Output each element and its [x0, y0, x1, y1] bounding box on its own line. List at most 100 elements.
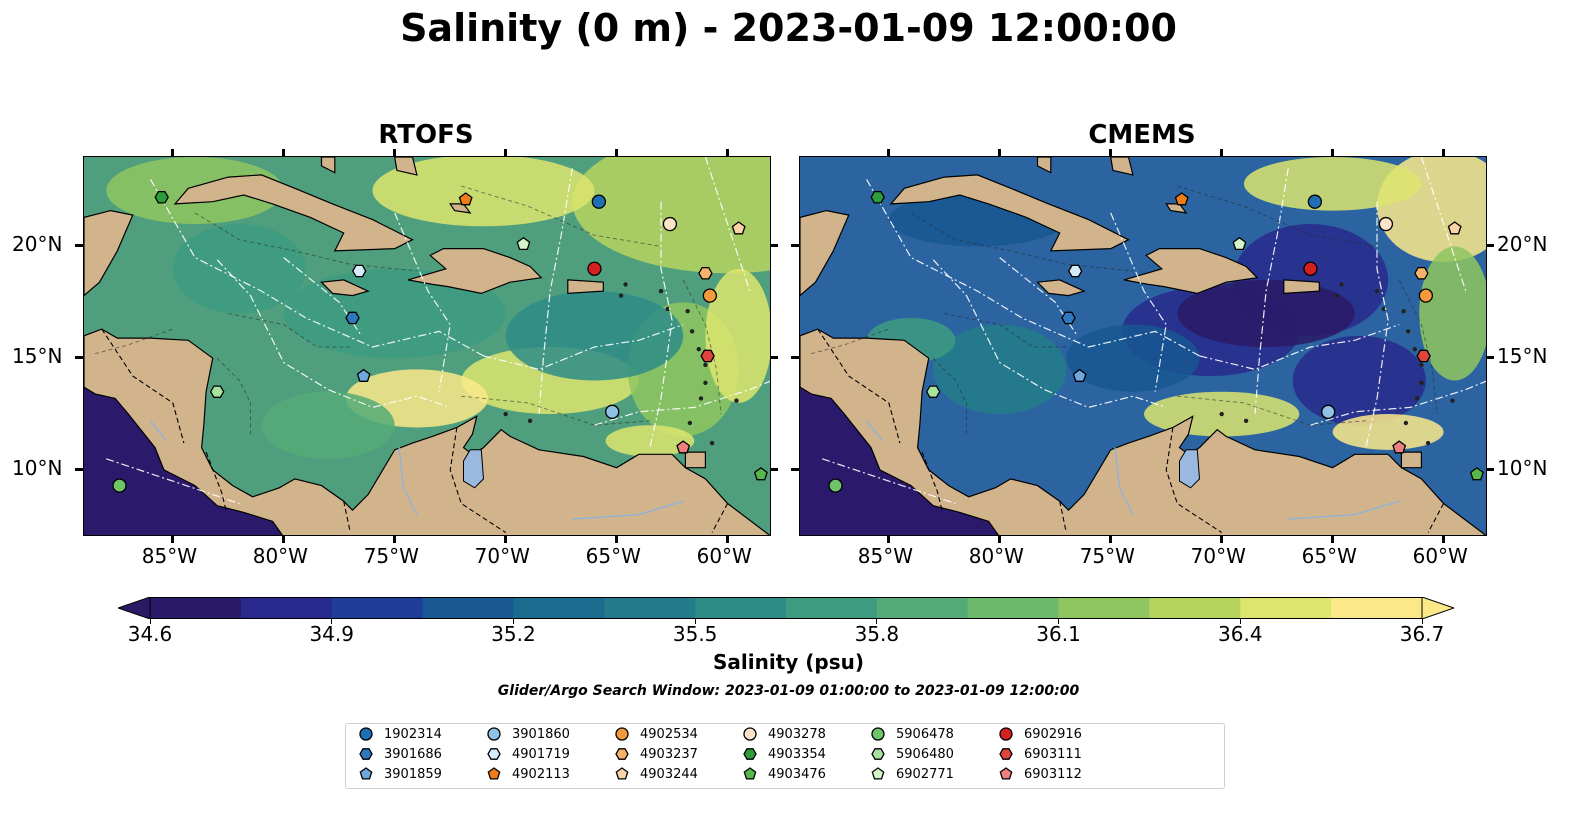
float-marker-4903354	[154, 190, 169, 204]
legend-marker-4902534	[615, 727, 629, 741]
float-marker-3901686	[1061, 311, 1076, 325]
y-tick-mark-left	[791, 467, 799, 471]
legend-marker-hexagon-icon	[359, 748, 373, 760]
legend-marker-4903237	[615, 748, 629, 760]
legend-item: 6902771	[870, 766, 954, 782]
x-tick-mark	[886, 535, 890, 543]
colorbar-segment	[513, 597, 605, 619]
colorbar-segment	[1331, 597, 1423, 619]
colorbar-segment	[876, 597, 969, 619]
legend-item: 4902534	[614, 726, 698, 742]
float-marker-4903237	[1414, 266, 1429, 280]
colorbar-tick-label: 36.4	[1218, 622, 1263, 646]
x-tick-mark	[1108, 535, 1112, 543]
legend-label: 6902916	[1024, 726, 1082, 742]
legend-marker-3901686	[359, 748, 373, 760]
colorbar-segment	[695, 597, 787, 619]
float-marker-5906478	[112, 478, 127, 493]
panel-title-cmems: CMEMS	[1088, 120, 1196, 150]
colorbar-tick-label: 34.9	[309, 622, 354, 646]
x-tick-mark-top	[392, 149, 396, 157]
float-marker-4903237	[698, 266, 713, 280]
x-tick-mark	[281, 535, 285, 543]
x-tick-mark	[725, 535, 729, 543]
float-marker-4903476	[753, 467, 768, 481]
legend-item: 6902916	[998, 726, 1082, 742]
colorbar-extend-high	[1421, 596, 1456, 620]
float-marker-4901719	[1067, 264, 1083, 278]
legend-marker-hexagon-icon	[615, 748, 629, 760]
x-tick-mark	[170, 535, 174, 543]
y-tick-mark	[75, 244, 83, 248]
x-tick-label: 80°W	[252, 544, 308, 568]
x-tick-mark-top	[725, 149, 729, 157]
y-tick-mark-right	[770, 244, 778, 248]
y-tick-mark	[1486, 356, 1494, 360]
float-marker-6903112	[676, 440, 691, 454]
y-tick-label: 10°N	[12, 455, 63, 480]
colorbar-tick-mark	[876, 619, 878, 624]
float-marker-3901859	[1072, 368, 1087, 382]
legend-item: 5906478	[870, 726, 954, 742]
x-tick-mark-top	[1441, 149, 1445, 157]
y-tick-mark	[1486, 244, 1494, 248]
legend-marker-circle-icon	[487, 727, 501, 741]
colorbar-tick-mark	[1421, 619, 1423, 624]
legend-marker-circle-icon	[615, 727, 629, 741]
x-tick-label: 75°W	[363, 544, 419, 568]
x-tick-mark-top	[1219, 149, 1223, 157]
legend-item: 6903112	[998, 766, 1082, 782]
legend-item: 6903111	[998, 746, 1082, 762]
x-tick-label: 75°W	[1079, 544, 1135, 568]
legend-label: 4903278	[768, 726, 826, 742]
legend-item: 4903354	[742, 746, 826, 762]
float-marker-4902113	[1174, 192, 1189, 206]
float-marker-4901719	[351, 264, 367, 278]
x-tick-mark	[1330, 535, 1334, 543]
colorbar-label: Salinity (psu)	[712, 650, 864, 674]
x-tick-mark-top	[1108, 149, 1112, 157]
legend-marker-1902314	[359, 727, 373, 741]
float-marker-6902916	[587, 261, 602, 276]
legend-marker-circle-icon	[359, 727, 373, 741]
legend-label: 3901686	[384, 746, 442, 762]
legend-marker-pentagon-icon	[359, 767, 373, 780]
legend-item: 3901860	[486, 726, 570, 742]
y-tick-mark-left	[791, 244, 799, 248]
legend-marker-3901860	[487, 727, 501, 741]
legend-marker-6902771	[871, 767, 885, 780]
legend-marker-4903476	[743, 767, 757, 780]
x-tick-label: 85°W	[857, 544, 913, 568]
y-tick-mark	[75, 467, 83, 471]
legend-marker-pentagon-icon	[871, 767, 885, 780]
legend-label: 4902534	[640, 726, 698, 742]
x-tick-mark	[1219, 535, 1223, 543]
float-marker-4903244	[1447, 221, 1462, 235]
legend-item: 5906480	[870, 746, 954, 762]
float-marker-6902771	[516, 236, 531, 251]
legend-marker-pentagon-icon	[615, 767, 629, 780]
legend-marker-4903278	[743, 727, 757, 741]
legend-label: 6903112	[1024, 766, 1082, 782]
x-tick-label: 65°W	[1301, 544, 1357, 568]
colorbar-tick-label: 34.6	[127, 622, 173, 646]
float-marker-1902314	[591, 194, 607, 209]
x-tick-mark-top	[614, 149, 618, 157]
legend-label: 1902314	[384, 726, 442, 742]
colorbar-segment	[967, 597, 1060, 619]
legend-marker-4903244	[615, 767, 629, 780]
figure-title: Salinity (0 m) - 2023-01-09 12:00:00	[400, 6, 1177, 50]
float-marker-4902534	[702, 288, 718, 303]
legend-marker-pentagon-icon	[999, 767, 1013, 780]
colorbar-tick-label: 35.2	[491, 622, 536, 646]
float-legend: 1902314 3901686 3901859 3901860 4901719 49021…	[345, 723, 1225, 789]
legend-label: 3901859	[384, 766, 442, 782]
y-tick-label: 15°N	[1497, 344, 1548, 369]
legend-item: 4903244	[614, 766, 698, 782]
float-marker-6903111	[700, 349, 715, 363]
legend-marker-5906480	[871, 748, 885, 760]
legend-marker-4901719	[487, 748, 501, 760]
colorbar-tick-label: 36.7	[1399, 622, 1445, 646]
colorbar-tick-label: 35.5	[672, 622, 718, 646]
x-tick-mark-top	[170, 149, 174, 157]
